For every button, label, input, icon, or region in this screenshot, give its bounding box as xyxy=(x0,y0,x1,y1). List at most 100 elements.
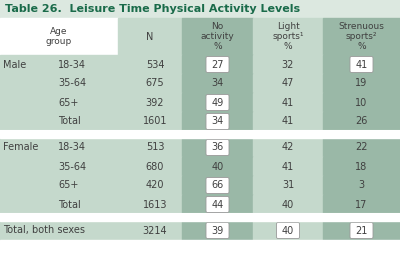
Text: Age
group: Age group xyxy=(46,27,72,46)
Text: 19: 19 xyxy=(355,79,368,89)
Text: 35-64: 35-64 xyxy=(58,161,86,172)
Text: 21: 21 xyxy=(355,225,368,235)
Bar xyxy=(0,112,118,131)
Text: Strenuous
sports²
%: Strenuous sports² % xyxy=(338,22,384,51)
Bar xyxy=(0,93,118,112)
Text: 40: 40 xyxy=(282,200,294,210)
Text: 534: 534 xyxy=(146,59,164,69)
Bar xyxy=(323,55,400,74)
Text: 31: 31 xyxy=(282,180,294,190)
Text: 32: 32 xyxy=(282,59,294,69)
Text: 420: 420 xyxy=(146,180,164,190)
Text: 392: 392 xyxy=(146,97,164,108)
Bar xyxy=(118,221,182,240)
FancyBboxPatch shape xyxy=(206,222,229,239)
Bar xyxy=(118,138,182,157)
Bar xyxy=(323,221,400,240)
Bar xyxy=(253,112,323,131)
Bar xyxy=(323,112,400,131)
Bar xyxy=(253,195,323,214)
Text: 18: 18 xyxy=(355,161,368,172)
Bar xyxy=(323,138,400,157)
Bar xyxy=(323,195,400,214)
Bar xyxy=(118,195,182,214)
Bar xyxy=(182,18,253,55)
Text: 27: 27 xyxy=(211,59,224,69)
FancyBboxPatch shape xyxy=(206,178,229,193)
FancyBboxPatch shape xyxy=(350,56,373,73)
Bar xyxy=(253,55,323,74)
Text: Total: Total xyxy=(58,200,81,210)
Text: 65+: 65+ xyxy=(58,180,78,190)
Text: 39: 39 xyxy=(211,225,224,235)
Text: 66: 66 xyxy=(211,180,224,190)
Bar xyxy=(118,176,182,195)
Bar xyxy=(253,176,323,195)
Text: Male: Male xyxy=(3,59,26,69)
Text: 675: 675 xyxy=(146,79,164,89)
Bar xyxy=(182,176,253,195)
Bar xyxy=(182,138,253,157)
Text: 10: 10 xyxy=(355,97,368,108)
Text: 34: 34 xyxy=(211,79,224,89)
Bar xyxy=(118,74,182,93)
Bar xyxy=(182,112,253,131)
Text: 18-34: 18-34 xyxy=(58,59,86,69)
Text: 36: 36 xyxy=(211,143,224,153)
Bar xyxy=(253,138,323,157)
FancyBboxPatch shape xyxy=(350,222,373,239)
Bar xyxy=(118,18,182,55)
Bar xyxy=(0,157,118,176)
Text: 44: 44 xyxy=(211,200,224,210)
Text: 17: 17 xyxy=(355,200,368,210)
Text: 65+: 65+ xyxy=(58,97,78,108)
Text: 40: 40 xyxy=(282,225,294,235)
Text: 513: 513 xyxy=(146,143,164,153)
Text: 41: 41 xyxy=(282,161,294,172)
Bar xyxy=(0,74,118,93)
Bar xyxy=(0,176,118,195)
Bar xyxy=(253,221,323,240)
Text: 41: 41 xyxy=(282,97,294,108)
FancyBboxPatch shape xyxy=(206,94,229,111)
Bar xyxy=(0,131,400,138)
FancyBboxPatch shape xyxy=(206,114,229,129)
Bar xyxy=(323,18,400,55)
Bar xyxy=(182,55,253,74)
Text: 41: 41 xyxy=(282,116,294,126)
Text: 49: 49 xyxy=(211,97,224,108)
Text: Light
sports¹
%: Light sports¹ % xyxy=(272,22,304,51)
Bar xyxy=(0,138,118,157)
Text: Table 26.  Leisure Time Physical Activity Levels: Table 26. Leisure Time Physical Activity… xyxy=(5,4,300,14)
Text: 34: 34 xyxy=(211,116,224,126)
Text: 35-64: 35-64 xyxy=(58,79,86,89)
Bar xyxy=(0,240,400,269)
Text: 41: 41 xyxy=(355,59,368,69)
Bar xyxy=(182,157,253,176)
Bar xyxy=(118,112,182,131)
Text: 22: 22 xyxy=(355,143,368,153)
Bar xyxy=(0,18,118,55)
Bar xyxy=(182,93,253,112)
FancyBboxPatch shape xyxy=(206,56,229,73)
Bar xyxy=(323,176,400,195)
Bar xyxy=(182,74,253,93)
Text: 42: 42 xyxy=(282,143,294,153)
Text: N: N xyxy=(146,31,154,41)
FancyBboxPatch shape xyxy=(206,196,229,213)
Bar xyxy=(253,157,323,176)
FancyBboxPatch shape xyxy=(276,222,300,239)
Bar xyxy=(118,157,182,176)
Text: 3: 3 xyxy=(358,180,364,190)
Bar xyxy=(118,55,182,74)
Bar xyxy=(118,93,182,112)
Bar xyxy=(0,0,400,18)
Bar xyxy=(0,55,118,74)
Bar xyxy=(0,221,118,240)
Text: 1601: 1601 xyxy=(143,116,167,126)
Bar xyxy=(253,18,323,55)
Text: Female: Female xyxy=(3,143,38,153)
Bar xyxy=(253,74,323,93)
Text: Total, both sexes: Total, both sexes xyxy=(3,225,85,235)
Text: 18-34: 18-34 xyxy=(58,143,86,153)
